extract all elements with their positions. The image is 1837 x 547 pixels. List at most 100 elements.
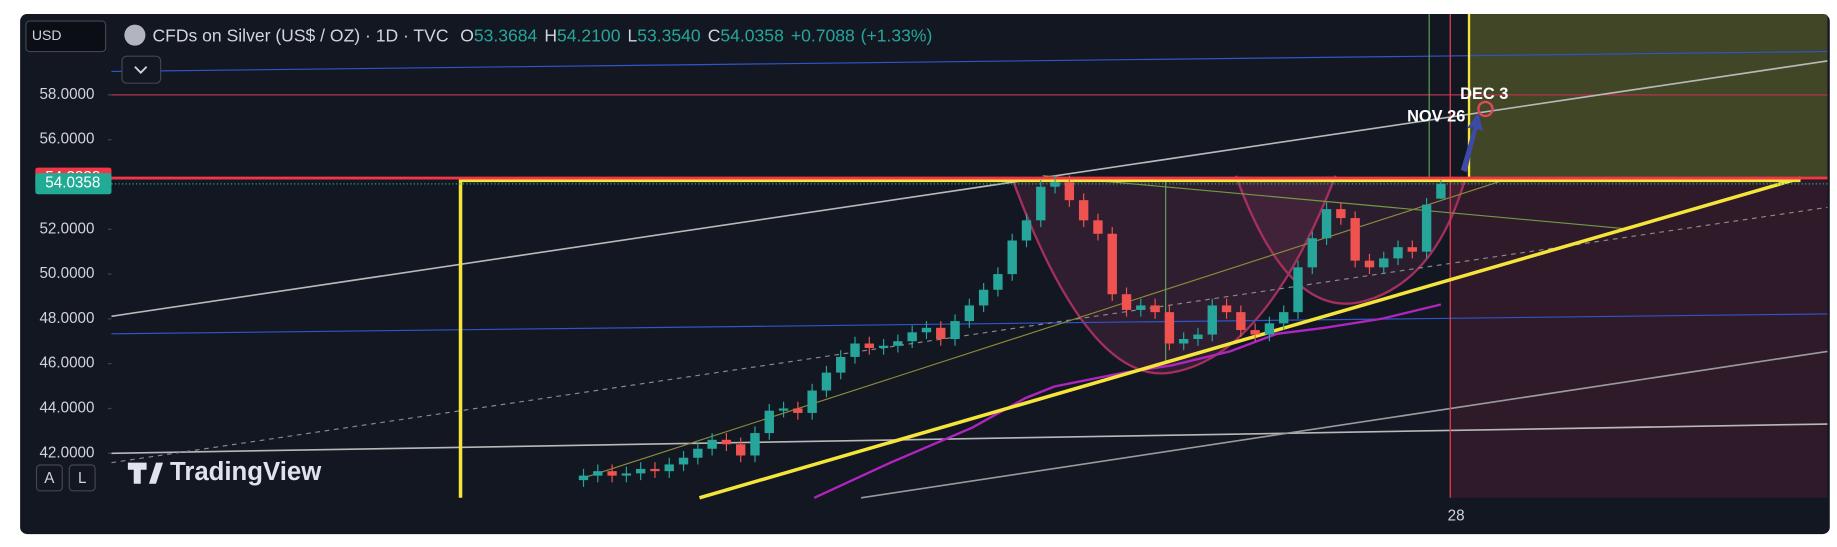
candle-body [750,433,760,456]
candle-body [1307,238,1317,268]
legend-value: 53.3540 [637,25,701,45]
auto-button[interactable] [35,464,63,492]
log-label[interactable]: L [78,470,86,487]
candle-body [1436,183,1446,199]
candle-body [950,321,960,340]
candle-body [664,464,674,472]
candle-body [850,343,860,357]
candle-body [1178,339,1189,344]
candle-body [578,475,589,481]
candle-body [836,356,846,373]
candle-body [1164,312,1175,344]
y-tick-label: 46.0000 [39,355,94,372]
candle-body [1193,334,1203,340]
candle-body [864,343,874,348]
arrow [1460,112,1484,173]
annotation: NOV 26 [1407,107,1465,125]
zone-bottom [1450,180,1828,498]
auto-label[interactable]: A [44,470,55,487]
logo-icon [127,462,164,484]
candle-body [921,327,932,333]
y-tick-label: 52.0000 [39,220,94,237]
candle-body [1093,220,1103,234]
candle-body [1064,182,1075,201]
y-tick-label: 56.0000 [39,131,94,148]
candle-body [993,274,1003,290]
y-tick-label: 42.0000 [39,444,94,461]
candle-body [1221,305,1232,313]
candle-body [821,372,832,391]
candle-body [1107,233,1117,295]
candle-body [1007,240,1017,275]
candle-body [1250,330,1260,335]
trend-line [111,423,1828,455]
chart-background [20,14,1830,535]
support-line [698,176,1801,500]
candles [578,175,1446,487]
candle-body [778,408,789,411]
candle-body [1336,209,1346,219]
candle-body [635,468,646,474]
candle-body [721,439,732,445]
candle-body [764,410,774,434]
candle-body [936,327,946,340]
log-button[interactable] [68,464,96,492]
candle-body [1036,186,1046,221]
y-tick-label: 44.0000 [39,399,94,416]
candle-body [1150,305,1160,313]
candle-body [1407,247,1418,252]
price-tag [35,173,112,195]
chart-title: CFDs on Silver (US$ / OZ) · 1D · TVC O53.… [152,25,932,45]
candle-body [693,448,703,458]
candle-body [650,468,660,472]
candle-body [1379,258,1389,268]
candle-body [893,341,903,346]
candle-body [978,289,989,306]
zone-top [1469,14,1828,179]
candle-body [1393,247,1403,259]
trend-line [583,180,1500,479]
candle-body [1078,200,1089,221]
collapse-button[interactable] [121,55,162,84]
candle-body [678,457,689,465]
currency[interactable]: USD [32,27,62,43]
annotation: DEC 3 [1460,85,1508,103]
chevron [134,66,148,74]
legend-value: 53.3684 [474,25,538,45]
candle-body [793,408,803,413]
trend-line [111,60,1828,318]
candle-body [1421,204,1432,252]
candle-body [1321,209,1332,239]
candle-body [1207,305,1217,335]
candle-body [1050,182,1060,187]
y-tick-label: 58.0000 [39,86,94,103]
change-percent: (+1.33%) [861,25,933,45]
candle-body [707,439,717,449]
marker [1477,100,1494,118]
legend-value: 54.0358 [720,25,783,45]
y-tick-label: 50.0000 [39,265,94,282]
candle-body [1264,323,1275,335]
candle-body [1236,312,1246,331]
candle-body [1121,294,1132,310]
candle-body [878,345,889,348]
candle-body [907,332,917,342]
y-tick-label: 48.0000 [39,310,94,327]
candle-body [621,473,632,476]
trend-line [860,350,1828,499]
candle-body [807,390,817,413]
candle-body [1136,305,1146,310]
legend-key: C [708,25,721,45]
price-tag-label: 54.0358 [45,175,100,192]
candle-body [964,305,975,322]
change: +0.7088 [791,25,855,45]
symbol-icon [124,24,146,46]
candle-body [1364,260,1375,268]
currency-box[interactable] [25,20,107,53]
candle-body [1350,218,1360,261]
legend-key: L [628,25,638,45]
candle-body [1293,267,1303,313]
legend-key: O [460,25,474,45]
